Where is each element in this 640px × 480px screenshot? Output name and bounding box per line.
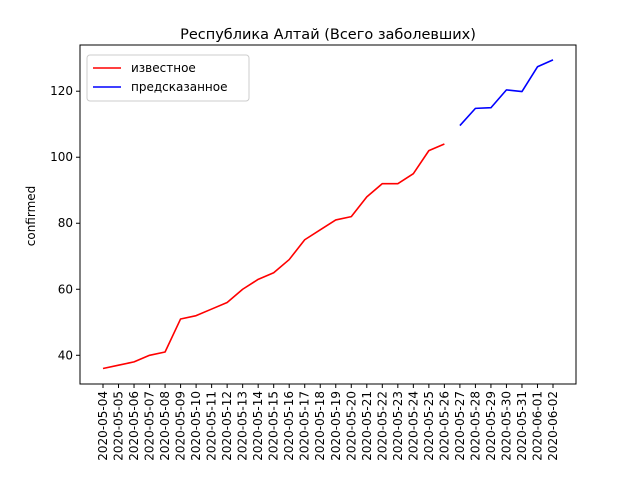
y-axis-label: confirmed <box>24 186 38 247</box>
legend: известное предсказанное <box>86 54 250 102</box>
x-tick-label: 2020-05-10 <box>189 391 203 461</box>
x-tick-label: 2020-05-09 <box>174 391 188 461</box>
legend-label: известное <box>131 61 196 75</box>
x-tick-label: 2020-05-08 <box>158 391 172 461</box>
x-tick-label: 2020-05-13 <box>236 391 250 461</box>
chart-title: Республика Алтай (Всего заболевших) <box>180 27 476 43</box>
y-tick-label: 100 <box>50 150 73 164</box>
x-tick-label: 2020-05-07 <box>143 391 157 461</box>
series-line-1 <box>102 143 445 370</box>
x-tick-label: 2020-05-04 <box>96 391 110 461</box>
x-tick-label: 2020-05-28 <box>468 391 482 461</box>
x-tick-label: 2020-05-06 <box>127 391 141 461</box>
series-layer <box>102 59 554 370</box>
x-tick-label: 2020-05-31 <box>515 391 529 461</box>
x-tick-label: 2020-05-21 <box>360 391 374 461</box>
plot-area <box>79 44 577 385</box>
x-tick-label: 2020-05-22 <box>375 391 389 461</box>
x-tick-label: 2020-05-26 <box>437 391 451 461</box>
x-tick-label: 2020-05-20 <box>344 391 358 461</box>
x-tick-label: 2020-05-16 <box>282 391 296 461</box>
x-tick-label: 2020-05-23 <box>391 391 405 461</box>
y-tick-label: 60 <box>58 282 73 296</box>
series-line-2 <box>459 59 554 127</box>
y-tick-label: 40 <box>58 348 73 362</box>
x-tick-label: 2020-05-12 <box>220 391 234 461</box>
x-tick-label: 2020-05-19 <box>329 391 343 461</box>
y-tick-label: 80 <box>58 216 73 230</box>
legend-box <box>86 54 250 102</box>
x-tick-label: 2020-06-02 <box>546 391 560 461</box>
x-tick-label: 2020-05-18 <box>313 391 327 461</box>
x-tick-label: 2020-05-29 <box>484 391 498 461</box>
x-tick-label: 2020-05-30 <box>499 391 513 461</box>
y-tick-label: 120 <box>50 84 73 98</box>
legend-label: предсказанное <box>131 80 228 94</box>
x-axis: 2020-05-04 2020-05-05 2020-05-06 2020-05-07… <box>96 384 560 461</box>
x-tick-label: 2020-05-11 <box>205 391 219 461</box>
x-tick-label: 2020-05-15 <box>267 391 281 461</box>
y-axis: 40 60 80 100 120 <box>50 84 80 362</box>
x-tick-label: 2020-05-27 <box>453 391 467 461</box>
x-tick-label: 2020-05-24 <box>406 391 420 461</box>
x-tick-label: 2020-05-05 <box>112 391 126 461</box>
x-tick-label: 2020-05-25 <box>422 391 436 461</box>
x-tick-label: 2020-05-14 <box>251 391 265 461</box>
x-tick-label: 2020-06-01 <box>530 391 544 461</box>
plot-frame <box>79 44 577 385</box>
x-tick-label: 2020-05-17 <box>298 391 312 461</box>
